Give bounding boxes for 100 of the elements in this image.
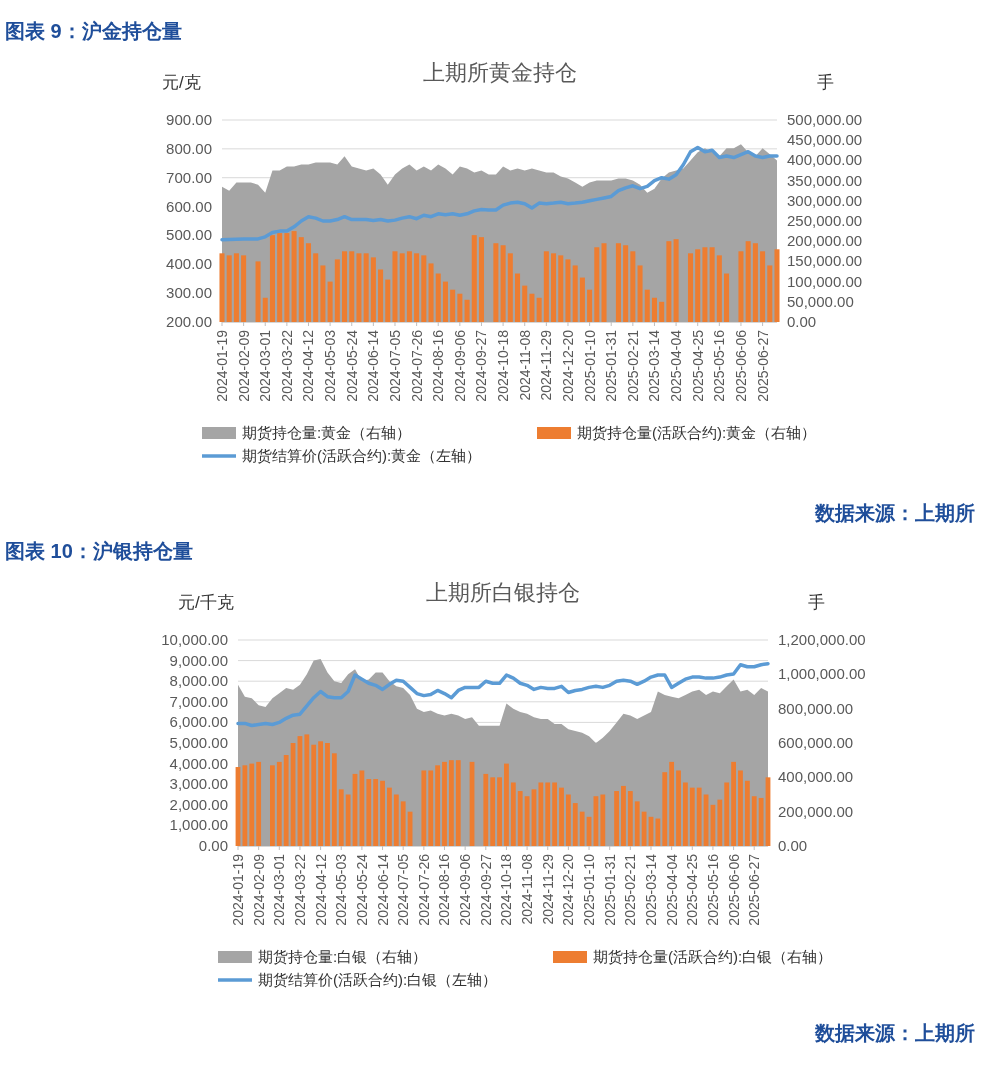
bar xyxy=(627,791,633,846)
x-tick-label: 2024-02-09 xyxy=(250,853,267,926)
bar xyxy=(249,763,255,846)
y-tick-label: 0.00 xyxy=(198,837,228,854)
bar xyxy=(724,782,730,846)
y-tick-label: 800.00 xyxy=(166,139,212,157)
bar xyxy=(349,251,355,322)
x-tick-label: 2025-04-25 xyxy=(689,329,706,402)
x-tick-label: 2024-04-12 xyxy=(312,853,329,926)
x-tick-label: 2024-03-01 xyxy=(257,329,274,402)
x-tick-label: 2024-12-20 xyxy=(560,853,577,926)
x-tick-label: 2024-05-03 xyxy=(333,853,350,926)
bar xyxy=(614,791,619,846)
bar xyxy=(277,233,283,322)
x-tick-label: 2024-04-12 xyxy=(300,329,317,402)
bar xyxy=(601,243,607,322)
x-tick-label: 2025-02-21 xyxy=(622,853,639,926)
bar xyxy=(579,277,585,322)
bar xyxy=(342,251,348,322)
y-tick-label: 400.00 xyxy=(166,255,212,273)
x-tick-label: 2025-01-31 xyxy=(603,329,620,402)
bar xyxy=(313,253,319,322)
x-tick-label: 2024-06-14 xyxy=(365,329,382,402)
bar xyxy=(471,235,477,322)
x-tick-label: 2024-09-27 xyxy=(477,853,494,926)
bar xyxy=(387,787,392,846)
bar xyxy=(338,789,344,846)
x-tick-label: 2025-05-16 xyxy=(711,329,728,402)
y-tick-label: 700.00 xyxy=(166,168,212,186)
bar xyxy=(345,794,351,846)
x-tick-label: 2024-10-18 xyxy=(495,329,512,402)
x-tick-label: 2024-05-03 xyxy=(322,329,339,402)
bar xyxy=(233,253,239,322)
x-tick-label: 2024-08-16 xyxy=(436,853,453,926)
x-tick-label: 2024-05-24 xyxy=(343,329,360,402)
bar xyxy=(529,293,535,322)
text: 图表 10：沪银持仓量 xyxy=(5,540,193,562)
bar xyxy=(669,761,675,846)
bar xyxy=(493,243,499,322)
bar xyxy=(385,279,391,322)
x-tick-label: 2025-02-21 xyxy=(624,329,641,402)
y-tick-label: 9,000.00 xyxy=(169,651,228,669)
y-tick-label: 500.00 xyxy=(166,226,212,244)
bar xyxy=(760,251,766,322)
bar xyxy=(716,255,722,322)
bar xyxy=(490,777,496,846)
bar xyxy=(510,782,516,846)
bar xyxy=(327,281,333,322)
legend-label: 期货持仓量:黄金（右轴） xyxy=(242,424,412,441)
bar xyxy=(659,301,665,322)
bar xyxy=(717,799,723,846)
bar xyxy=(421,255,427,322)
x-tick-label: 2024-03-22 xyxy=(278,329,295,402)
bar xyxy=(536,297,542,322)
x-tick-label: 2024-09-06 xyxy=(457,853,474,926)
bar xyxy=(428,770,434,846)
y2-tick-label: 100,000.00 xyxy=(787,272,863,290)
bar xyxy=(241,255,247,322)
bar xyxy=(655,818,661,846)
y-tick-label: 900.00 xyxy=(166,111,212,128)
x-tick-label: 2024-11-08 xyxy=(519,853,536,925)
y2-tick-label: 200,000.00 xyxy=(778,802,854,820)
x-tick-label: 2024-03-22 xyxy=(291,853,308,926)
y2-tick-label: 0.00 xyxy=(778,837,808,854)
text: 图表 9：沪金持仓量 xyxy=(5,20,182,42)
x-tick-label: 2024-07-05 xyxy=(395,853,412,926)
bar xyxy=(641,811,647,846)
x-tick-label: 2024-09-27 xyxy=(473,329,490,402)
y2-tick-label: 250,000.00 xyxy=(787,212,863,229)
bar xyxy=(587,289,593,322)
y-tick-label: 10,000.00 xyxy=(161,631,228,648)
x-tick-label: 2024-06-14 xyxy=(374,853,391,926)
bar xyxy=(450,289,456,322)
bar xyxy=(615,243,621,322)
bar xyxy=(621,785,626,846)
x-tick-label: 2025-06-06 xyxy=(725,853,742,926)
x-tick-label: 2024-02-09 xyxy=(235,329,252,402)
bar xyxy=(767,265,773,322)
bar xyxy=(630,251,636,322)
y-tick-label: 6,000.00 xyxy=(169,713,228,731)
bar xyxy=(551,253,557,322)
y2-tick-label: 400,000.00 xyxy=(787,151,863,169)
x-tick-label: 2024-07-26 xyxy=(415,853,432,926)
y2-tick-label: 1,000,000.00 xyxy=(778,665,866,683)
bar xyxy=(262,297,268,322)
bar xyxy=(696,787,702,846)
bar xyxy=(269,235,275,322)
bar xyxy=(702,247,708,322)
x-tick-label: 2025-01-31 xyxy=(601,853,618,926)
chart-title: 上期所黄金持仓 xyxy=(422,60,577,85)
bar xyxy=(392,251,398,322)
bar xyxy=(572,265,578,322)
bar xyxy=(242,765,248,846)
bar xyxy=(428,263,434,322)
bar xyxy=(435,273,441,322)
x-tick-label: 2025-06-27 xyxy=(746,853,763,926)
y2-tick-label: 350,000.00 xyxy=(787,171,863,189)
x-tick-label: 2024-08-16 xyxy=(430,329,447,402)
bar xyxy=(752,243,758,322)
x-tick-label: 2025-03-14 xyxy=(646,329,663,402)
